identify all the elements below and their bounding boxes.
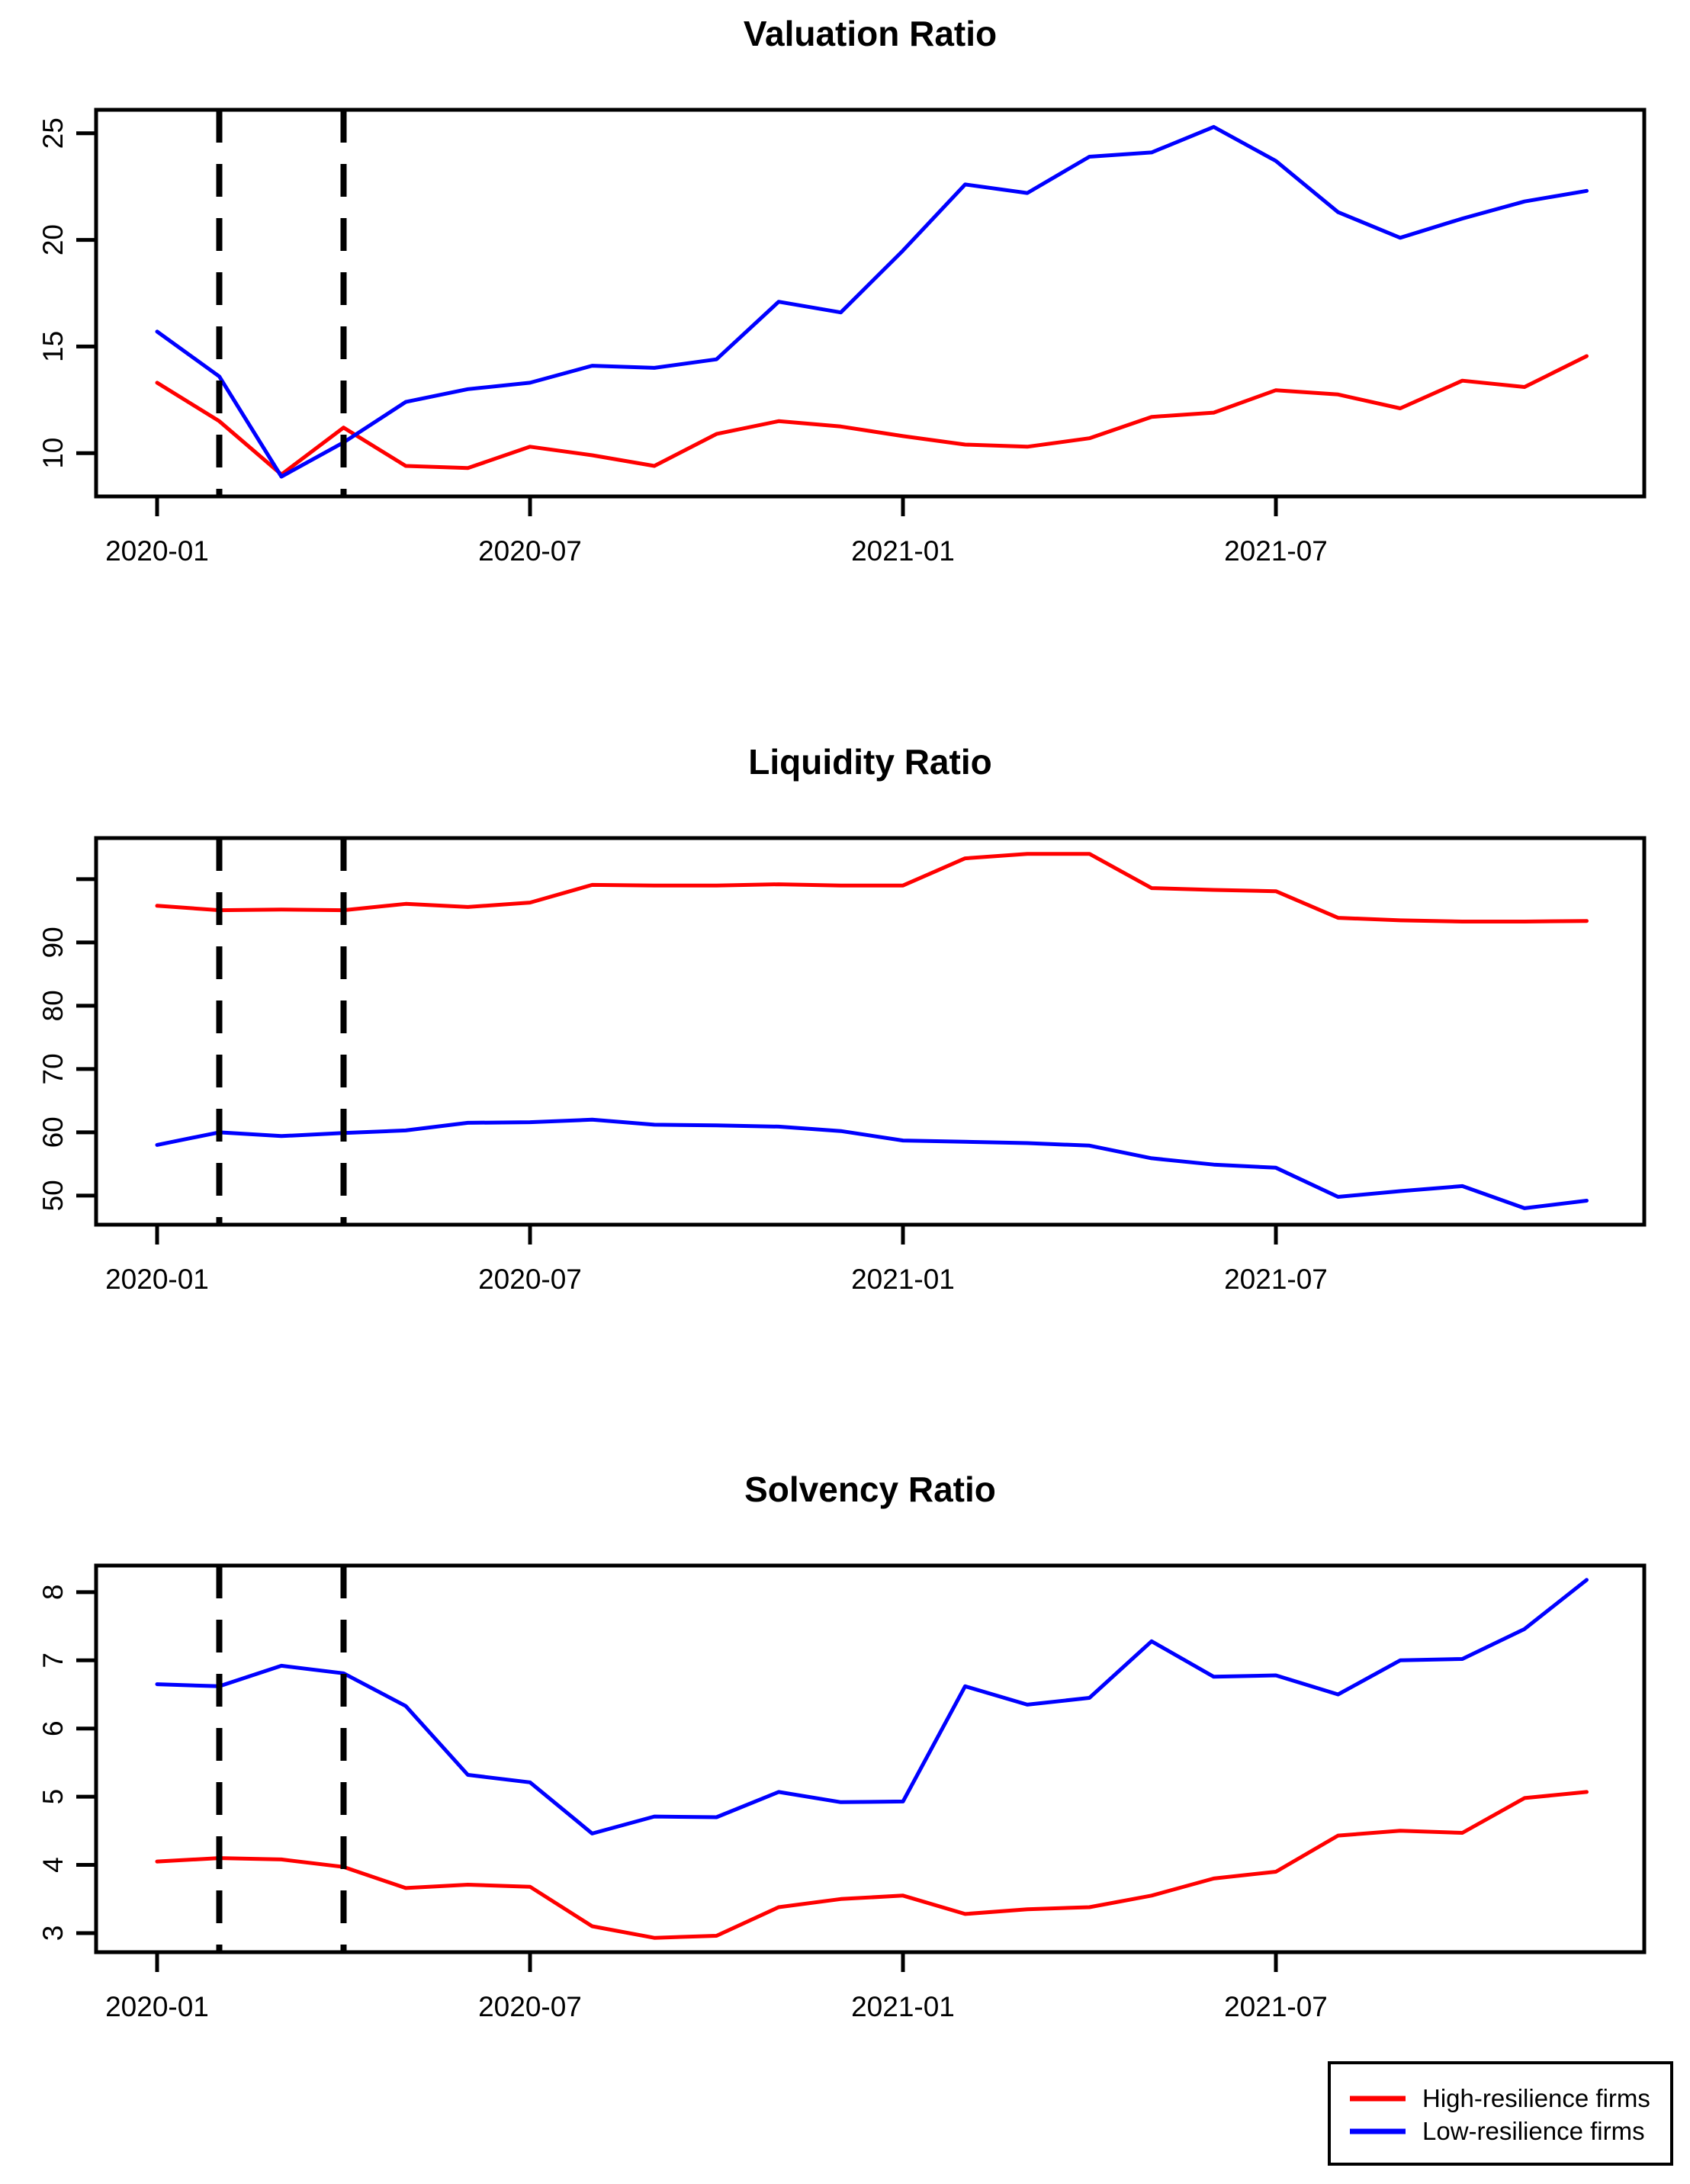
x-tick-label: 2021-01: [851, 1991, 955, 2022]
y-tick-label: 5: [37, 1789, 69, 1805]
low-resilience-series-line: [155, 1578, 1589, 1836]
y-tick-label: 7: [37, 1652, 69, 1669]
x-tick-label: 2020-07: [478, 535, 582, 567]
plot-border: [94, 108, 1647, 499]
plot-border: [94, 1563, 1647, 1954]
x-tick-label: 2021-01: [851, 535, 955, 567]
y-tick-label: 70: [37, 1053, 69, 1084]
y-tick-label: 25: [37, 117, 69, 149]
legend: High-resilience firms Low-resilience firm…: [1328, 2061, 1673, 2166]
plot-border: [94, 836, 1647, 1227]
x-tick-label: 2020-01: [105, 535, 209, 567]
chart-title-valuation-ratio: Valuation Ratio: [744, 14, 997, 53]
y-tick-label: 10: [37, 438, 69, 469]
low-resilience-series-line: [155, 1117, 1589, 1210]
high-resilience-series-line: [155, 1790, 1589, 1940]
y-tick-label: 3: [37, 1925, 69, 1942]
x-tick-label: 2020-01: [105, 1264, 209, 1295]
x-tick-label: 2021-07: [1224, 1264, 1328, 1295]
x-tick-label: 2021-01: [851, 1264, 955, 1295]
y-tick-label: 80: [37, 990, 69, 1021]
panel-liquidity-ratio: Liquidity Ratio 50 60 70 80 90 2020-01 2020-07 2…: [37, 742, 1647, 1295]
x-tick-label: 2020-07: [478, 1264, 582, 1295]
panel-solvency-ratio: Solvency Ratio 3 4 5 6 7 8 2020-01 2020-07 2021-0…: [37, 1469, 1647, 2022]
x-tick-label: 2021-07: [1224, 535, 1328, 567]
y-tick-label: 50: [37, 1180, 69, 1211]
legend-box: [1328, 2061, 1673, 2166]
y-tick-label: 8: [37, 1585, 69, 1601]
legend-label: Low-resilience firms: [1422, 2117, 1645, 2145]
y-tick-label: 20: [37, 224, 69, 255]
y-tick-label: 15: [37, 331, 69, 362]
panel-valuation-ratio: Valuation Ratio 10 15 20 25 2020-01 2020-07 202…: [37, 14, 1647, 567]
x-tick-label: 2020-07: [478, 1991, 582, 2022]
y-tick-label: 90: [37, 927, 69, 958]
high-resilience-series-line: [155, 354, 1589, 477]
chart-title-liquidity-ratio: Liquidity Ratio: [748, 742, 991, 782]
high-resilience-series-line: [155, 852, 1589, 923]
y-tick-label: 6: [37, 1720, 69, 1736]
chart-title-solvency-ratio: Solvency Ratio: [744, 1469, 996, 1509]
y-tick-label: 60: [37, 1116, 69, 1148]
legend-label: High-resilience firms: [1422, 2084, 1650, 2112]
low-resilience-series-line: [155, 124, 1589, 479]
x-tick-label: 2020-01: [105, 1991, 209, 2022]
y-tick-label: 4: [37, 1857, 69, 1873]
x-tick-label: 2021-07: [1224, 1991, 1328, 2022]
